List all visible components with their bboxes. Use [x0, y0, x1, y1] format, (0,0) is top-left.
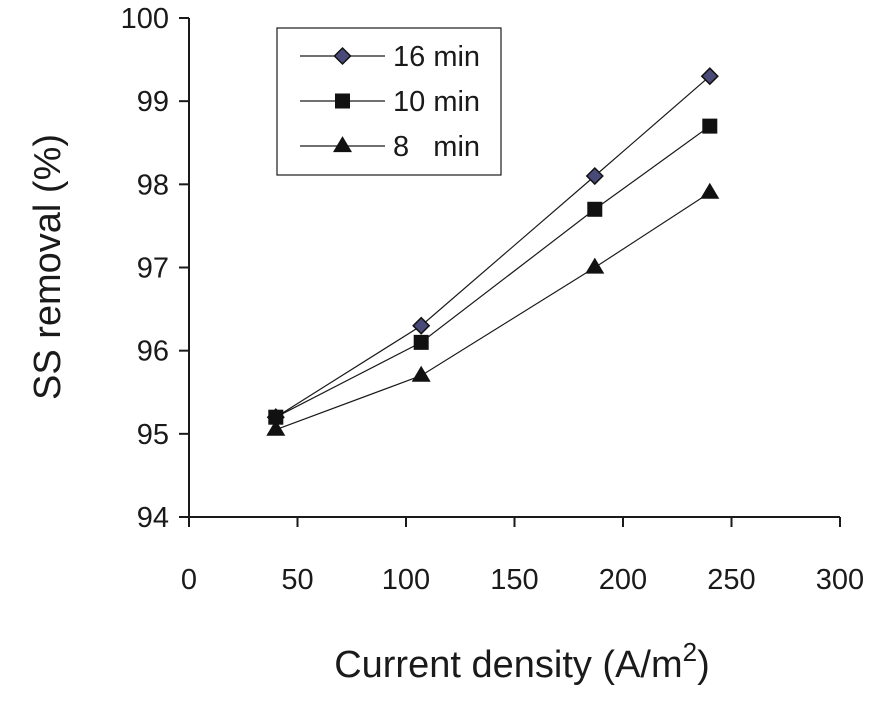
- legend-entry: 16 min: [300, 41, 480, 73]
- data-point-square: [587, 201, 603, 217]
- y-axis-ticks: 94 95 96 97 98 99 100: [121, 3, 189, 534]
- series-1: [268, 118, 718, 425]
- legend-entry: 8 min: [300, 131, 480, 163]
- y-tick-label: 96: [137, 336, 169, 368]
- x-tick-label: 50: [281, 564, 313, 596]
- y-tick-label: 97: [137, 253, 169, 285]
- series-2: [266, 182, 720, 436]
- x-axis-title-main: Current density (A/m: [334, 644, 682, 686]
- data-point-triangle: [585, 257, 605, 274]
- x-tick-label: 150: [490, 564, 538, 596]
- y-tick-label: 98: [137, 169, 169, 201]
- series-line: [275, 75, 711, 418]
- x-axis-title-suffix: ): [697, 644, 710, 686]
- data-point-diamond: [700, 67, 719, 86]
- y-tick-label: 100: [121, 3, 169, 35]
- y-tick-label: 94: [137, 502, 169, 534]
- x-axis-title: Current density (A/m2): [334, 637, 710, 686]
- data-point-diamond: [585, 166, 604, 186]
- y-axis-title: SS removal (%): [27, 134, 69, 400]
- y-tick-label: 99: [137, 86, 169, 118]
- legend-entries: 16 min 10 min 8 min: [300, 41, 480, 163]
- legend-marker-triangle: [333, 136, 352, 153]
- data-point-square: [268, 409, 284, 425]
- x-tick-label: 0: [181, 564, 197, 596]
- legend-label: 10 min: [393, 86, 480, 118]
- x-tick-label: 100: [382, 564, 430, 596]
- x-axis-ticks: 0 50 100 150 200 250 300: [181, 517, 864, 596]
- x-tick-label: 300: [816, 564, 864, 596]
- data-point-square: [702, 118, 718, 134]
- data-point-square: [413, 334, 429, 350]
- legend-label: 8 min: [393, 131, 480, 163]
- series-line: [275, 192, 711, 431]
- data-point-triangle: [700, 182, 720, 199]
- x-tick-label: 250: [707, 564, 755, 596]
- data-point-triangle: [411, 365, 431, 382]
- legend: 16 min 10 min 8 min: [276, 27, 502, 176]
- legend-entry: 10 min: [300, 86, 480, 118]
- x-axis-title-superscript: 2: [683, 637, 697, 667]
- series-line: [275, 125, 711, 418]
- data-point-diamond: [412, 316, 431, 335]
- y-tick-label: 95: [137, 419, 169, 451]
- series-group: [266, 67, 720, 436]
- legend-label: 16 min: [393, 41, 480, 73]
- x-tick-label: 200: [599, 564, 647, 596]
- legend-marker-diamond: [333, 46, 352, 66]
- legend-marker-square: [335, 93, 350, 109]
- data-point-triangle: [266, 419, 286, 436]
